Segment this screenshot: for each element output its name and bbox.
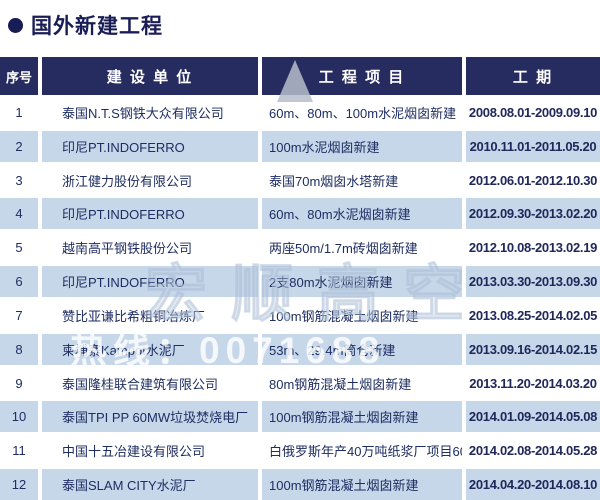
header-company: 建 设 单 位	[42, 57, 258, 95]
row-project: 60m、80m、100m水泥烟囱新建	[262, 97, 462, 128]
row-project: 60m、80m水泥烟囱新建	[262, 198, 462, 230]
table-body: 1 泰国N.T.S钢铁大众有限公司 60m、80m、100m水泥烟囱新建 200…	[0, 97, 600, 500]
row-period: 2008.08.01-2009.09.10	[466, 97, 600, 128]
row-period: 2013.09.16-2014.02.15	[466, 333, 600, 365]
table-row: 5 越南高平钢铁股份公司 两座50m/1.7m砖烟囱新建 2012.10.08-…	[0, 232, 600, 264]
row-period: 2010.11.01-2011.05.20	[466, 130, 600, 162]
row-serial: 4	[0, 198, 38, 230]
row-project: 80m钢筋混凝土烟囱新建	[262, 367, 462, 399]
row-project: 100m水泥烟囱新建	[262, 130, 462, 162]
row-project: 白俄罗斯年产40万吨纸浆厂项目60m烟囱新建	[262, 435, 462, 467]
row-serial: 11	[0, 435, 38, 467]
row-serial: 6	[0, 266, 38, 297]
row-serial: 7	[0, 299, 38, 331]
row-period: 2014.01.09-2014.05.08	[466, 401, 600, 433]
row-project: 泰国70m烟囱水塔新建	[262, 164, 462, 196]
row-period: 2012.10.08-2013.02.19	[466, 232, 600, 264]
row-project: 2支80m水泥烟囱新建	[262, 266, 462, 297]
row-serial: 10	[0, 401, 38, 433]
row-project: 100m钢筋混凝土烟囱新建	[262, 401, 462, 433]
page-title-bar: 国外新建工程	[0, 0, 600, 40]
row-serial: 1	[0, 97, 38, 128]
row-period: 2013.03.30-2013.09.30	[466, 266, 600, 297]
page-title: 国外新建工程	[31, 15, 163, 38]
table-row: 11 中国十五冶建设有限公司 白俄罗斯年产40万吨纸浆厂项目60m烟囱新建 20…	[0, 435, 600, 467]
row-serial: 5	[0, 232, 38, 264]
row-company: 浙江健力股份有限公司	[42, 164, 258, 196]
table-row: 9 泰国隆桂联合建筑有限公司 80m钢筋混凝土烟囱新建 2013.11.20-2…	[0, 367, 600, 399]
row-company: 泰国隆桂联合建筑有限公司	[42, 367, 258, 399]
row-period: 2012.06.01-2012.10.30	[466, 164, 600, 196]
table-row: 7 赞比亚谦比希粗铜冶炼厂 100m钢筋混凝土烟囱新建 2013.08.25-2…	[0, 299, 600, 331]
row-period: 2013.08.25-2014.02.05	[466, 299, 600, 331]
row-serial: 8	[0, 333, 38, 365]
bullet-icon	[8, 17, 23, 33]
table-row: 4 印尼PT.INDOFERRO 60m、80m水泥烟囱新建 2012.09.3…	[0, 198, 600, 230]
table-row: 1 泰国N.T.S钢铁大众有限公司 60m、80m、100m水泥烟囱新建 200…	[0, 97, 600, 128]
row-company: 印尼PT.INDOFERRO	[42, 198, 258, 230]
header-period: 工 期	[466, 57, 600, 95]
row-project: 两座50m/1.7m砖烟囱新建	[262, 232, 462, 264]
row-period: 2014.02.08-2014.05.28	[466, 435, 600, 467]
table-row: 8 柬埔寨Kampot水泥厂 53m、29.4m筒仓新建 2013.09.16-…	[0, 333, 600, 365]
table-row: 12 泰国SLAM CITY水泥厂 100m钢筋混凝土烟囱新建 2014.04.…	[0, 469, 600, 500]
row-company: 泰国N.T.S钢铁大众有限公司	[42, 97, 258, 128]
projects-table: 序号 建 设 单 位 工 程 项 目 工 期 1 泰国N.T.S钢铁大众有限公司…	[0, 57, 600, 500]
table-row: 2 印尼PT.INDOFERRO 100m水泥烟囱新建 2010.11.01-2…	[0, 130, 600, 162]
row-serial: 3	[0, 164, 38, 196]
row-period: 2012.09.30-2013.02.20	[466, 198, 600, 230]
row-company: 印尼PT.INDOFERRO	[42, 266, 258, 297]
table-header-row: 序号 建 设 单 位 工 程 项 目 工 期	[0, 57, 600, 95]
row-company: 柬埔寨Kampot水泥厂	[42, 333, 258, 365]
row-period: 2014.04.20-2014.08.10	[466, 469, 600, 500]
row-company: 中国十五冶建设有限公司	[42, 435, 258, 467]
table-row: 3 浙江健力股份有限公司 泰国70m烟囱水塔新建 2012.06.01-2012…	[0, 164, 600, 196]
table-row: 10 泰国TPI PP 60MW垃圾焚烧电厂 100m钢筋混凝土烟囱新建 201…	[0, 401, 600, 433]
row-project: 53m、29.4m筒仓新建	[262, 333, 462, 365]
row-period: 2013.11.20-2014.03.20	[466, 367, 600, 399]
row-project: 100m钢筋混凝土烟囱新建	[262, 469, 462, 500]
row-serial: 9	[0, 367, 38, 399]
row-company: 印尼PT.INDOFERRO	[42, 130, 258, 162]
row-company: 泰国TPI PP 60MW垃圾焚烧电厂	[42, 401, 258, 433]
row-serial: 2	[0, 130, 38, 162]
table-row: 6 印尼PT.INDOFERRO 2支80m水泥烟囱新建 2013.03.30-…	[0, 266, 600, 297]
header-project: 工 程 项 目	[262, 57, 462, 95]
row-company: 泰国SLAM CITY水泥厂	[42, 469, 258, 500]
row-company: 越南高平钢铁股份公司	[42, 232, 258, 264]
row-company: 赞比亚谦比希粗铜冶炼厂	[42, 299, 258, 331]
row-project: 100m钢筋混凝土烟囱新建	[262, 299, 462, 331]
row-serial: 12	[0, 469, 38, 500]
header-serial: 序号	[0, 57, 38, 95]
